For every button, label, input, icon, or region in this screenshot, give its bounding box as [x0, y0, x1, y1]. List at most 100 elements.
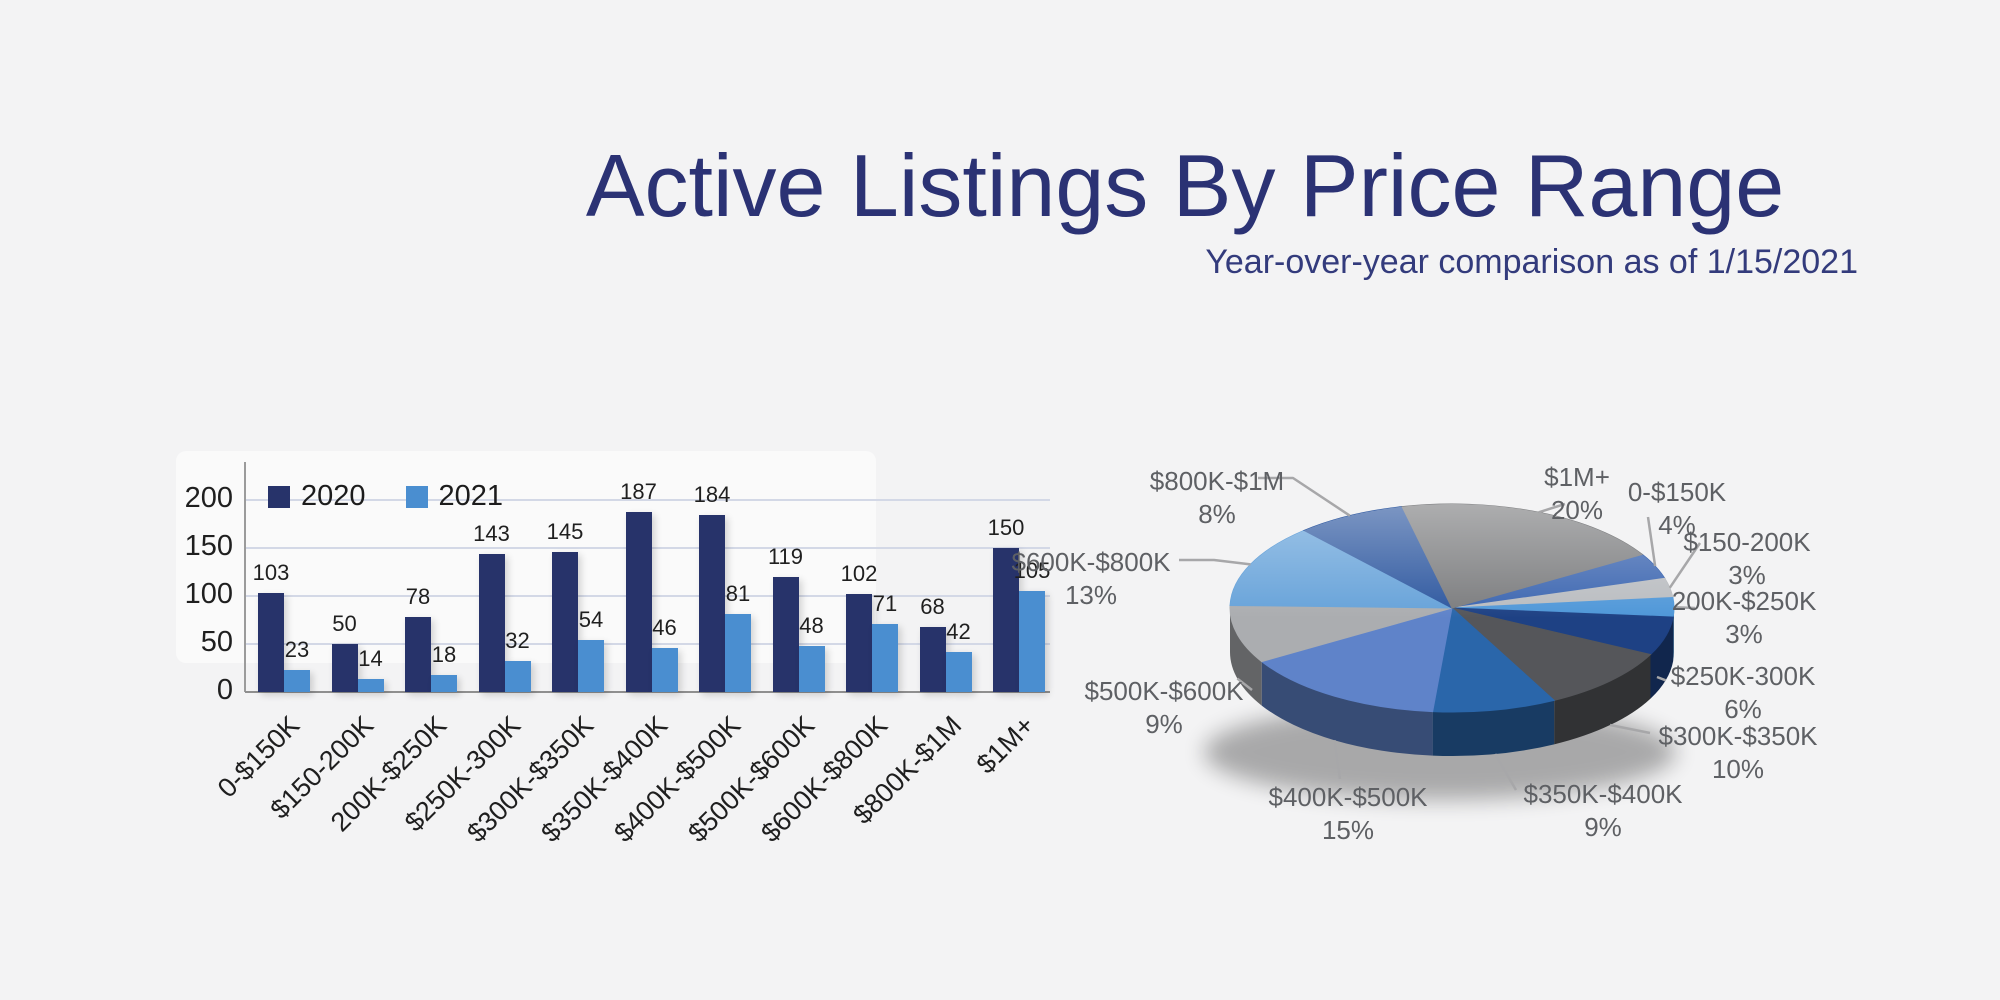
- bar-2021: [798, 645, 825, 692]
- pie-label-percent: 20%: [1550, 495, 1604, 525]
- bar-2021: [431, 674, 457, 692]
- bar-value-label: 48: [799, 612, 824, 638]
- pie-label: $1M+ 20%: [1467, 461, 1687, 527]
- bar-value-label: 81: [725, 581, 751, 607]
- pie-label-category: 0-$150K: [1627, 477, 1727, 507]
- bar-value-label: 143: [473, 521, 510, 547]
- bar-2020: [699, 514, 725, 692]
- bar-2020: [405, 616, 431, 692]
- pie-label-category: $150-200K: [1683, 527, 1811, 557]
- pie-slice-wall: [1432, 700, 1555, 756]
- pie-leader-line: [1333, 740, 1342, 780]
- bar-2021: [651, 647, 678, 692]
- bar-value-label: 46: [652, 614, 677, 640]
- bar-2021: [872, 623, 898, 692]
- bar-value-label: 50: [332, 610, 357, 636]
- pie-label: $500K-$600K 9%: [1054, 675, 1274, 741]
- y-tick-label: 0: [216, 674, 233, 706]
- pie-leader-line: [1673, 606, 1696, 610]
- y-tick-label: 100: [184, 577, 233, 610]
- pie-leader-line: [1656, 675, 1667, 682]
- pie-label-percent: 13%: [1064, 580, 1118, 610]
- bar-value-label: 150: [987, 514, 1025, 540]
- pie-label-percent: 4%: [1658, 510, 1696, 540]
- legend: 2020 2021: [268, 480, 503, 513]
- bar-2020: [993, 547, 1019, 692]
- bar-value-label: 102: [840, 560, 878, 586]
- bar-2020: [258, 592, 284, 692]
- bar-value-label: 119: [767, 544, 804, 570]
- legend-label-2020: 2020: [301, 480, 366, 512]
- pie-leader-line: [1494, 753, 1518, 791]
- bar-value-label: 78: [405, 583, 431, 609]
- pie-label-category: $500K-$600K: [1084, 676, 1244, 706]
- bar-2021: [357, 678, 384, 692]
- pie-label-category: $250K-300K: [1670, 661, 1816, 691]
- grid-line: [245, 498, 1050, 501]
- legend-item-2020: 2020: [268, 480, 366, 513]
- legend-label-2021: 2021: [438, 480, 504, 512]
- page-subtitle: Year-over-year comparison as of 1/15/202…: [1205, 243, 1858, 281]
- pie-label: $800K-$1M 8%: [1107, 465, 1327, 531]
- bar-2021: [578, 640, 604, 692]
- pie-leader-line: [1258, 476, 1351, 517]
- bar-2020: [478, 554, 505, 692]
- bar-value-label: 187: [620, 479, 657, 504]
- y-tick-label: 50: [200, 625, 233, 658]
- pie-label-category: $350K-$400K: [1523, 779, 1683, 809]
- y-tick-label: 150: [184, 529, 233, 562]
- pie-label-percent: 9%: [1145, 709, 1183, 739]
- pie-label: $400K-$500K 15%: [1238, 781, 1458, 847]
- pie-label-percent: 6%: [1724, 694, 1762, 724]
- page-title: Active Listings By Price Range: [585, 136, 1785, 235]
- bar-2020: [772, 577, 799, 692]
- pie-leader-line: [1236, 677, 1253, 691]
- bar-2020: [331, 643, 358, 692]
- pie-label-percent: 3%: [1728, 560, 1766, 590]
- pie-leader-line: [1179, 558, 1251, 566]
- bar-value-label: 68: [920, 593, 945, 619]
- bar-value-label: 32: [505, 628, 530, 654]
- bar-value-label: 71: [872, 590, 898, 616]
- pie-leader-line: [1609, 723, 1651, 735]
- pie-label: 0-$150K 4%: [1567, 476, 1787, 542]
- pie-leader-line: [1646, 516, 1657, 567]
- bar-value-label: 184: [693, 481, 731, 507]
- pie-label: 200K-$250K 3%: [1634, 585, 1854, 651]
- bar-value-label: 105: [1013, 557, 1051, 583]
- pie-label-percent: 10%: [1711, 754, 1765, 784]
- bar-2020: [625, 512, 652, 692]
- x-axis-line: [245, 691, 1050, 693]
- bar-value-label: 42: [946, 618, 971, 644]
- y-tick-label: 200: [184, 481, 233, 514]
- pie-label-percent: 3%: [1725, 619, 1763, 649]
- bar-2021: [945, 651, 972, 692]
- pie-leader-line: [1538, 502, 1566, 514]
- bar-2021: [284, 669, 310, 692]
- pie-label-percent: 8%: [1198, 499, 1236, 529]
- pie-label: $300K-$350K 10%: [1628, 720, 1848, 786]
- pie-label: $600K-$800K 13%: [981, 546, 1201, 612]
- bar-value-label: 54: [578, 607, 604, 633]
- pie-label-category: 200K-$250K: [1671, 586, 1817, 616]
- bar-2020: [552, 552, 578, 692]
- bar-2021: [504, 661, 531, 692]
- bar-2020: [846, 593, 872, 692]
- bar-2021: [725, 614, 751, 692]
- pie-label: $150-200K 3%: [1637, 526, 1857, 592]
- bar-2021: [1019, 590, 1045, 692]
- legend-swatch-2021: [405, 485, 428, 508]
- pie-label: $350K-$400K 9%: [1493, 778, 1713, 844]
- pie-label-category: $1M+: [1544, 462, 1610, 492]
- bar-chart-panel: [176, 451, 876, 663]
- bar-value-label: 103: [252, 559, 290, 585]
- pie-label-category: $300K-$350K: [1658, 721, 1818, 751]
- legend-item-2021: 2021: [405, 480, 504, 513]
- pie-leader-line: [1668, 542, 1702, 589]
- pie-label-category: $800K-$1M: [1149, 466, 1285, 496]
- bar-value-label: 23: [284, 636, 310, 662]
- bar-2020: [919, 626, 946, 692]
